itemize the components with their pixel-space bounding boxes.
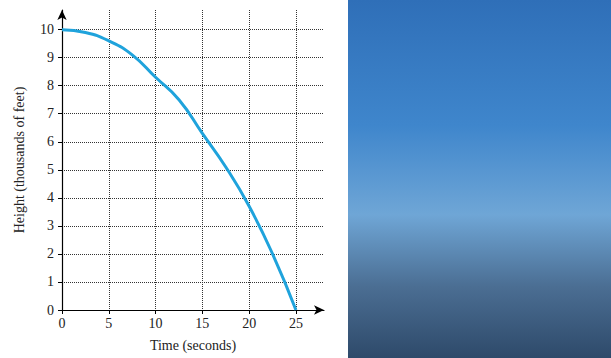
svg-text:Height (thousands of feet): Height (thousands of feet) [12,86,28,233]
svg-text:10: 10 [149,316,163,331]
svg-text:6: 6 [47,134,54,149]
svg-text:15: 15 [195,316,209,331]
svg-text:4: 4 [47,190,54,205]
svg-text:0: 0 [47,303,54,318]
svg-text:20: 20 [242,316,256,331]
svg-text:5: 5 [105,316,112,331]
svg-text:0: 0 [59,316,66,331]
svg-text:2: 2 [47,246,54,261]
svg-text:8: 8 [47,78,54,93]
svg-text:3: 3 [47,218,54,233]
svg-text:1: 1 [47,274,54,289]
svg-text:5: 5 [47,162,54,177]
svg-text:7: 7 [47,106,54,121]
svg-text:9: 9 [47,50,54,65]
svg-text:10: 10 [40,22,54,37]
svg-text:Time (seconds): Time (seconds) [150,338,237,354]
svg-text:25: 25 [289,316,303,331]
